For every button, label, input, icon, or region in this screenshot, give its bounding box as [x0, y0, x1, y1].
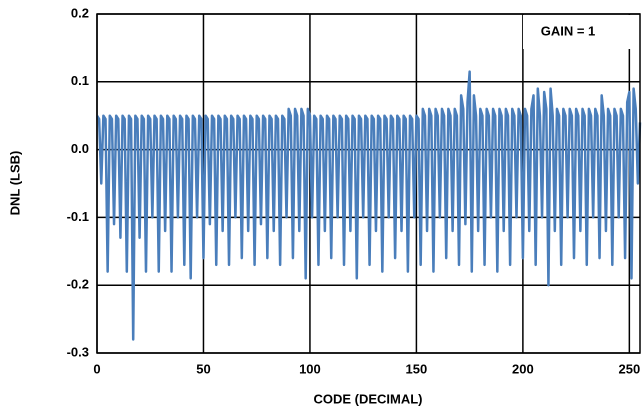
y-tick-label: 0.0: [71, 141, 89, 156]
x-tick-label: 150: [406, 361, 428, 376]
y-tick-label: 0.2: [71, 5, 89, 20]
y-tick-label: -0.3: [67, 344, 89, 359]
x-tick-label: 200: [512, 361, 534, 376]
y-tick-label: -0.1: [67, 209, 89, 224]
y-tick-label: -0.2: [67, 277, 89, 292]
x-tick-label: 250: [619, 361, 641, 376]
annotation-box: [523, 15, 639, 49]
y-axis-label: DNL (LSB): [7, 151, 22, 216]
x-tick-label: 100: [299, 361, 321, 376]
x-axis-label: CODE (DECIMAL): [313, 391, 422, 406]
plot-frame: [96, 13, 641, 354]
x-tick-label: 0: [93, 361, 100, 376]
data-line: [95, 70, 642, 341]
x-tick-label: 50: [196, 361, 210, 376]
y-tick-label: 0.1: [71, 73, 89, 88]
annotation: GAIN = 1: [541, 23, 596, 38]
